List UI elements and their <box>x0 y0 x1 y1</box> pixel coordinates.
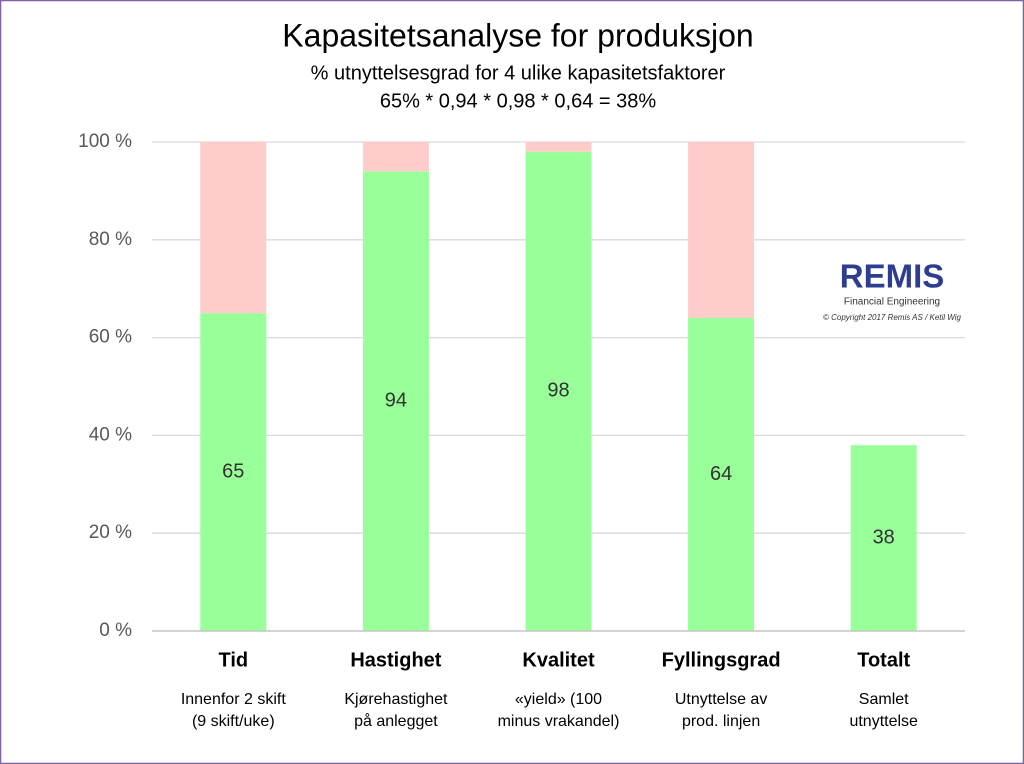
category-description: Utnyttelse av <box>675 691 767 708</box>
formula: 65% * 0,94 * 0,98 * 0,64 = 38% <box>380 90 657 112</box>
category-description: Samlet <box>859 691 909 708</box>
category-description: utnyttelse <box>849 713 918 730</box>
category-description: «yield» (100 <box>515 691 602 708</box>
bar-segment <box>200 313 267 631</box>
data-label: 64 <box>710 463 732 485</box>
data-label: 65 <box>222 460 244 482</box>
x-tick-label: Fyllingsgrad <box>662 649 781 671</box>
y-tick-label: 40 % <box>89 424 132 445</box>
x-tick-label: Tid <box>218 649 248 671</box>
bar-segment <box>688 318 755 631</box>
logo-tagline: Financial Engineering <box>844 297 940 308</box>
data-label: 94 <box>385 389 407 411</box>
chart-subtitle: % utnyttelsesgrad for 4 ulike kapasitets… <box>311 62 726 84</box>
bar-segment <box>525 142 592 152</box>
data-label: 38 <box>873 526 895 548</box>
bar-segment <box>688 142 755 319</box>
logo-copyright: © Copyright 2017 Remis AS / Ketil Wig <box>823 313 962 322</box>
category-description: Innenfor 2 skift <box>181 691 287 708</box>
chart-title: Kapasitetsanalyse for produksjon <box>282 17 753 53</box>
y-tick-label: 100 % <box>78 131 132 152</box>
bar-segment <box>362 171 429 631</box>
logo: REMIS Financial Engineering © Copyright … <box>823 258 962 322</box>
logo-name: REMIS <box>840 258 945 295</box>
x-tick-label: Hastighet <box>350 649 441 671</box>
y-tick-label: 60 % <box>89 327 132 348</box>
category-description: minus vrakandel) <box>498 713 620 730</box>
bar-segment <box>850 445 917 631</box>
bar-segment <box>200 142 267 314</box>
y-tick-label: 0 % <box>99 620 132 641</box>
category-description: Kjørehastighet <box>344 691 448 708</box>
category-description: (9 skift/uke) <box>192 713 275 730</box>
bar-segment <box>362 142 429 172</box>
data-label: 98 <box>547 380 569 402</box>
category-description: prod. linjen <box>682 713 760 730</box>
category-description: på anlegget <box>354 712 438 730</box>
bar-segment <box>525 151 592 631</box>
y-tick-label: 20 % <box>89 522 132 543</box>
x-tick-label: Totalt <box>857 649 910 671</box>
x-tick-label: Kvalitet <box>522 649 595 671</box>
y-tick-label: 80 % <box>89 229 132 250</box>
